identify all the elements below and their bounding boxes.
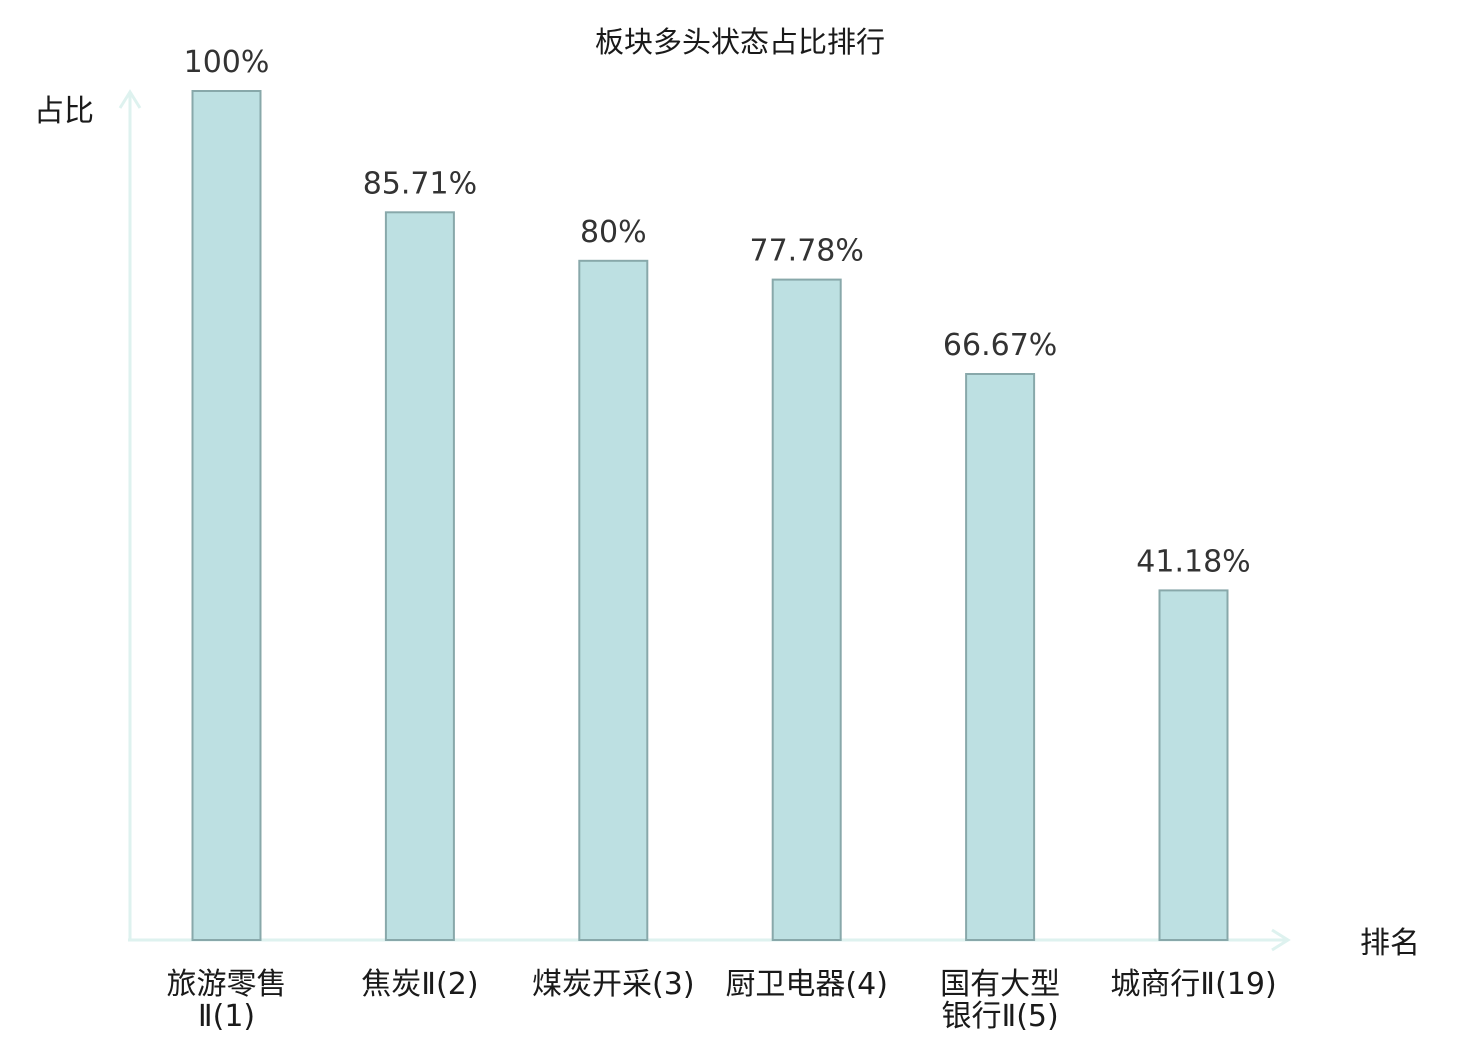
value-label-4: 77.78% bbox=[750, 234, 864, 269]
x-tick-label-4: 厨卫电器(4) bbox=[725, 967, 888, 1002]
bar-6 bbox=[1158, 589, 1229, 942]
x-tick-label-1-line-2: Ⅱ(1) bbox=[198, 999, 255, 1034]
value-label-2: 85.71% bbox=[363, 166, 477, 201]
value-label-1: 100% bbox=[184, 45, 270, 80]
x-tick-label-6: 城商行Ⅱ(19) bbox=[1110, 967, 1276, 1002]
x-axis-arrow bbox=[1271, 928, 1291, 952]
bar-2 bbox=[384, 211, 455, 942]
x-tick-label-1-line-1: 旅游零售 bbox=[167, 967, 287, 1002]
x-tick-label-3: 煤炭开采(3) bbox=[532, 967, 695, 1002]
value-label-6: 41.18% bbox=[1136, 544, 1250, 579]
x-tick-label-5-line-2: 银行Ⅱ(5) bbox=[941, 999, 1058, 1034]
value-label-5: 66.67% bbox=[943, 328, 1057, 363]
bar-4 bbox=[771, 278, 842, 942]
chart-title: 板块多头状态占比排行 bbox=[595, 25, 885, 59]
value-label-3: 80% bbox=[580, 215, 647, 250]
value-labels-group: 100% 85.71% 80% 77.78% 66.67% 41.18% bbox=[184, 45, 1251, 579]
bar-3 bbox=[578, 259, 649, 941]
bars-group bbox=[191, 90, 1229, 942]
x-tick-label-5-line-1: 国有大型 bbox=[940, 967, 1060, 1002]
bar-1 bbox=[191, 90, 262, 941]
y-axis-label: 占比 bbox=[34, 94, 94, 129]
axes bbox=[118, 89, 1291, 952]
x-tick-label-2: 焦炭Ⅱ(2) bbox=[361, 967, 478, 1002]
bar-5 bbox=[965, 373, 1036, 941]
x-axis-label: 排名 bbox=[1360, 926, 1420, 961]
y-axis-arrow bbox=[118, 89, 142, 109]
